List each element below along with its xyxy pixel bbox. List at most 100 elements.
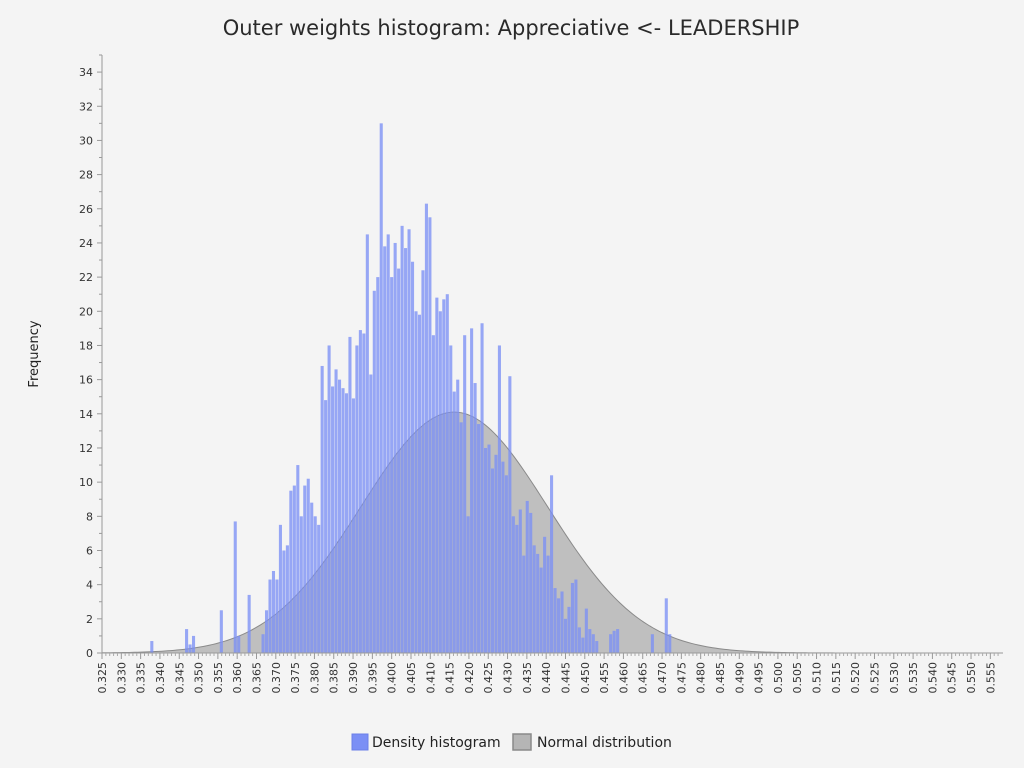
- histogram-bar: [449, 345, 453, 653]
- histogram-bar: [348, 336, 352, 653]
- x-tick-label: 0.520: [849, 662, 862, 694]
- histogram-bar: [369, 374, 373, 653]
- x-tick-label: 0.390: [347, 662, 360, 694]
- x-tick-label: 0.545: [946, 662, 959, 694]
- legend-label-histogram[interactable]: Density histogram: [372, 735, 501, 751]
- x-tick-label: 0.490: [733, 662, 746, 694]
- histogram-bar: [609, 634, 613, 653]
- y-tick-label: 6: [86, 544, 93, 557]
- histogram-bar: [421, 270, 425, 653]
- chart-title: Outer weights histogram: Appreciative <-…: [223, 16, 800, 40]
- x-tick-label: 0.365: [250, 662, 263, 694]
- histogram-bar: [487, 444, 491, 653]
- histogram-bar: [664, 598, 668, 653]
- histogram-bar: [428, 217, 432, 653]
- x-tick-label: 0.325: [96, 662, 109, 694]
- x-tick-label: 0.345: [173, 662, 186, 694]
- histogram-bar: [383, 246, 387, 654]
- x-tick-label: 0.370: [270, 662, 283, 694]
- histogram-bar: [445, 294, 449, 653]
- legend: Density histogram Normal distribution: [351, 733, 672, 751]
- legend-swatch-normal[interactable]: [512, 733, 532, 751]
- x-tick-label: 0.355: [212, 662, 225, 694]
- x-tick-label: 0.535: [907, 662, 920, 694]
- histogram-bar: [501, 461, 505, 653]
- x-tick-label: 0.410: [424, 662, 437, 694]
- x-tick-label: 0.385: [328, 662, 341, 694]
- histogram-bar: [591, 634, 595, 653]
- histogram-bars: [150, 123, 672, 654]
- histogram-bar: [247, 594, 251, 653]
- histogram-bar: [372, 290, 376, 653]
- histogram-bar: [306, 478, 310, 653]
- histogram-bar: [289, 490, 293, 653]
- x-tick-label: 0.500: [772, 662, 785, 694]
- histogram-bar: [296, 465, 300, 653]
- histogram-bar: [518, 509, 522, 653]
- histogram-bar: [511, 516, 515, 653]
- histogram-bar: [539, 567, 543, 653]
- x-tick-label: 0.550: [965, 662, 978, 694]
- x-tick-label: 0.555: [984, 662, 997, 694]
- x-tick-label: 0.360: [231, 662, 244, 694]
- histogram-bar: [463, 335, 467, 653]
- y-tick-label: 24: [79, 237, 93, 250]
- histogram-bar: [536, 553, 540, 653]
- legend-label-normal[interactable]: Normal distribution: [537, 735, 672, 751]
- histogram-bar: [459, 422, 463, 653]
- histogram-bar: [668, 634, 672, 653]
- histogram-bar: [588, 629, 592, 653]
- histogram-bar: [185, 629, 189, 653]
- histogram-bar: [563, 618, 568, 653]
- histogram-bar: [337, 379, 342, 653]
- histogram-bar: [362, 333, 366, 653]
- histogram-bar: [310, 502, 314, 653]
- x-tick-label: 0.395: [366, 662, 379, 694]
- x-tick-label: 0.465: [637, 662, 650, 694]
- histogram-bar: [570, 582, 574, 653]
- y-tick-label: 22: [79, 271, 93, 284]
- x-tick-label: 0.375: [289, 662, 302, 694]
- histogram-bar: [397, 268, 401, 653]
- x-tick-label: 0.405: [405, 662, 418, 694]
- x-tick-label: 0.530: [888, 662, 901, 694]
- x-tick-label: 0.455: [598, 662, 611, 694]
- y-tick-label: 32: [79, 100, 93, 113]
- x-tick-label: 0.470: [656, 662, 669, 694]
- histogram-bar: [556, 598, 561, 653]
- histogram-bar: [616, 629, 620, 653]
- y-axis-title: Frequency: [27, 320, 42, 387]
- x-tick-label: 0.420: [463, 662, 476, 694]
- histogram-bar: [508, 376, 512, 653]
- histogram-bar: [550, 475, 554, 653]
- histogram-bar: [365, 234, 369, 653]
- histogram-bar: [327, 345, 331, 653]
- histogram-bar: [233, 521, 237, 653]
- histogram-bar: [452, 391, 456, 653]
- histogram-bar: [497, 345, 501, 653]
- histogram-bar: [494, 454, 498, 653]
- histogram-bar: [386, 234, 390, 653]
- y-tick-label: 2: [86, 613, 93, 626]
- histogram-bar: [435, 297, 439, 653]
- histogram-bar: [490, 468, 495, 653]
- histogram-bar: [473, 383, 477, 653]
- histogram-bar: [532, 545, 536, 653]
- x-tick-label: 0.540: [926, 662, 939, 694]
- y-tick-label: 12: [79, 442, 93, 455]
- x-tick-label: 0.335: [135, 662, 148, 694]
- histogram-bar: [529, 512, 533, 653]
- y-tick-label: 18: [79, 339, 93, 352]
- x-tick-label: 0.475: [675, 662, 688, 694]
- legend-swatch-histogram[interactable]: [351, 733, 369, 751]
- histogram-bar: [414, 311, 418, 653]
- histogram-bar: [483, 447, 488, 653]
- y-tick-label: 26: [79, 203, 93, 216]
- y-tick-label: 16: [79, 374, 93, 387]
- histogram-bar: [324, 400, 328, 653]
- histogram-bar: [355, 345, 359, 653]
- histogram-bar: [393, 242, 397, 653]
- histogram-bar: [285, 545, 289, 653]
